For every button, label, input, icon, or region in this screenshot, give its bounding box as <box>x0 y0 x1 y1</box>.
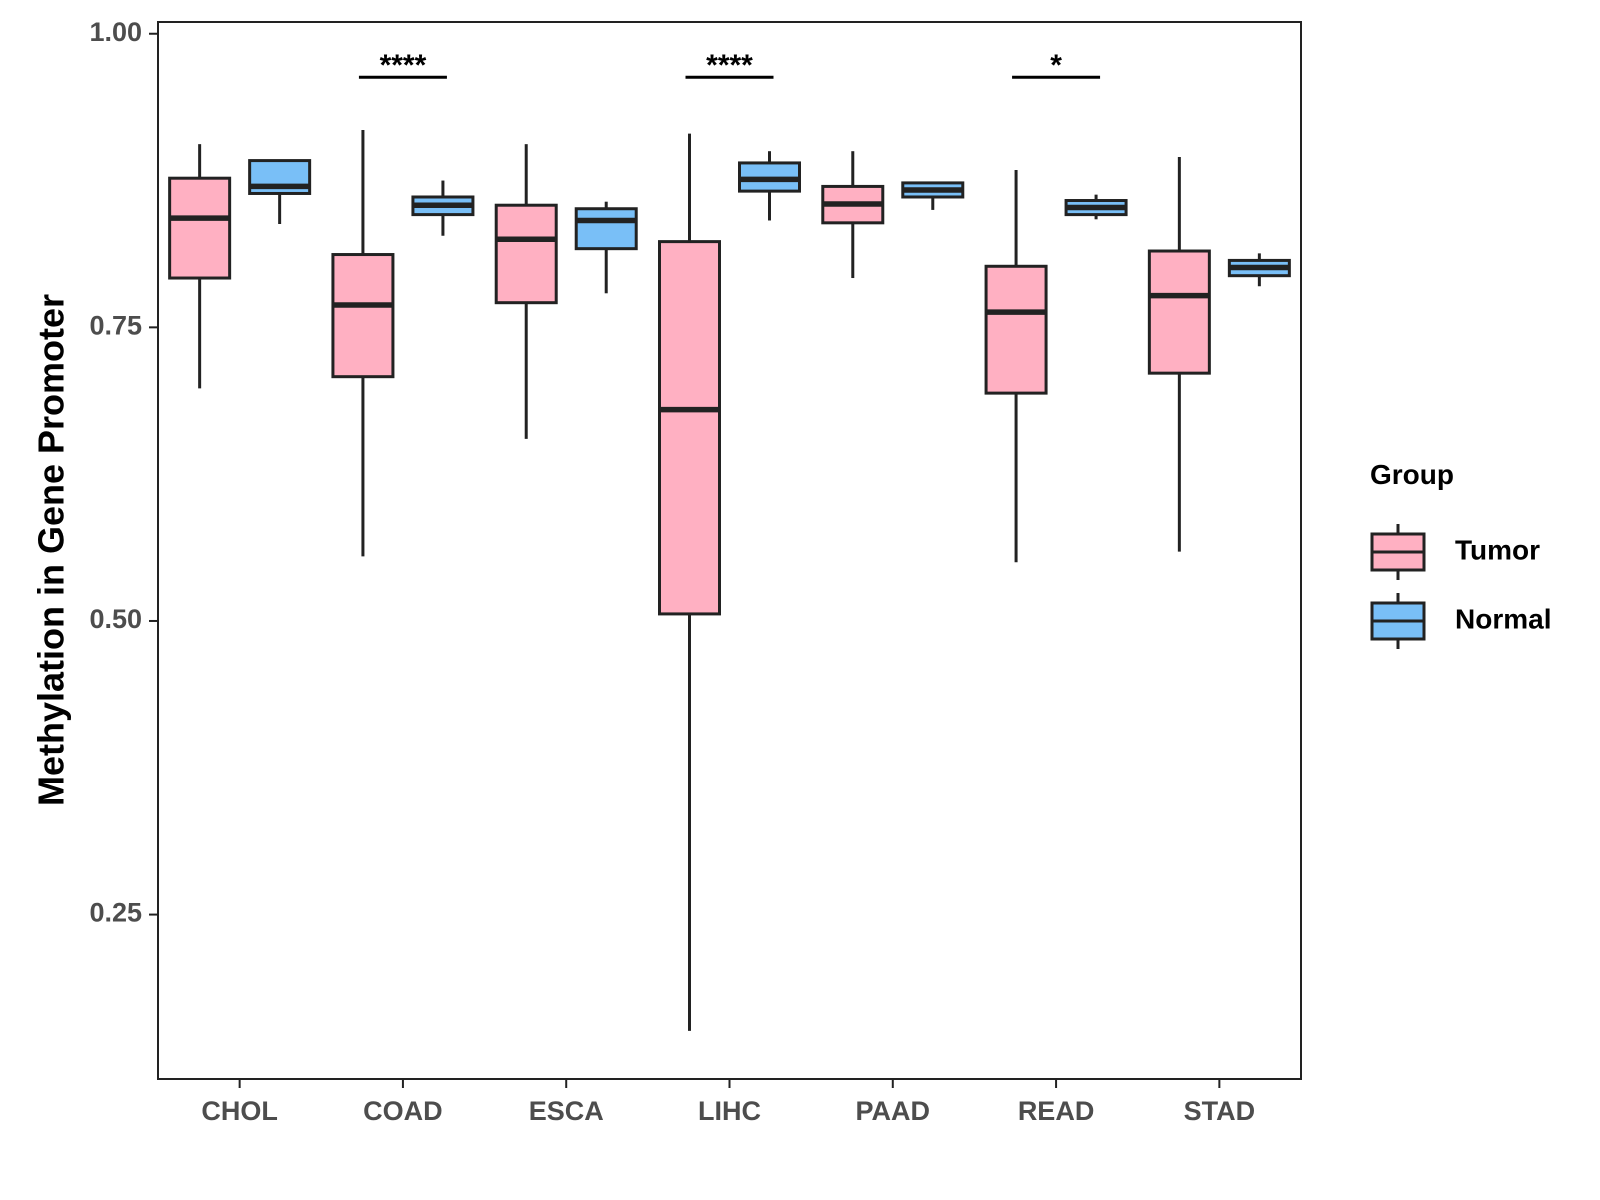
box-normal-stad <box>1227 253 1291 287</box>
x-axis: CHOL COAD ESCA LIHC PAAD READ STAD <box>201 1079 1255 1126</box>
box-normal-chol <box>248 159 312 225</box>
box-tumor-lihc <box>658 133 721 1031</box>
box-tumor-stad <box>1147 157 1211 552</box>
box-tumor-read <box>984 169 1048 563</box>
significance-read: * <box>1012 49 1101 82</box>
box-normal-read <box>1064 194 1128 220</box>
significance-annotations: **** **** * <box>358 49 1101 82</box>
legend-title: Group <box>1370 459 1454 490</box>
box-iqr <box>574 207 638 251</box>
significance-lihc: **** <box>685 49 774 82</box>
significance-coad: **** <box>358 49 447 82</box>
legend-key-tumor <box>1370 524 1426 580</box>
box-tumor-coad <box>331 130 395 557</box>
plot-area <box>168 130 1291 1031</box>
box-iqr <box>984 264 1048 395</box>
x-tick-label-esca: ESCA <box>529 1096 604 1126</box>
box-iqr <box>331 253 395 379</box>
box-tumor-chol <box>168 144 232 389</box>
box-tumor-paad <box>821 151 885 279</box>
y-axis: 0.25 0.50 0.75 1.00 <box>89 17 158 928</box>
x-tick-label-stad: STAD <box>1184 1096 1256 1126</box>
y-tick-label: 0.25 <box>89 898 142 928</box>
y-tick-label: 0.50 <box>89 604 142 634</box>
panel-border <box>157 21 1302 1080</box>
box-iqr <box>1147 249 1211 375</box>
x-tick-label-paad: PAAD <box>856 1096 931 1126</box>
box-iqr <box>658 240 721 616</box>
legend-key-normal <box>1370 593 1426 649</box>
box-iqr <box>494 203 558 305</box>
y-tick-label: 0.75 <box>89 310 142 340</box>
x-tick-label-read: READ <box>1018 1096 1095 1126</box>
box-normal-esca <box>574 201 638 294</box>
box-normal-lihc <box>738 151 801 221</box>
box-iqr <box>168 176 232 280</box>
legend: Group Tumor Normal <box>1370 459 1551 649</box>
box-normal-coad <box>411 180 475 236</box>
y-tick-label: 1.00 <box>89 17 142 47</box>
significance-label: **** <box>380 49 427 82</box>
legend-label-tumor: Tumor <box>1455 534 1540 565</box>
y-axis-title: Methylation in Gene Promoter <box>31 294 72 806</box>
x-tick-label-lihc: LIHC <box>698 1096 761 1126</box>
x-tick-label-chol: CHOL <box>201 1096 278 1126</box>
box-tumor-esca <box>494 144 558 439</box>
significance-label: **** <box>706 49 753 82</box>
legend-label-normal: Normal <box>1455 603 1551 634</box>
box-normal-paad <box>901 181 965 210</box>
x-tick-label-coad: COAD <box>363 1096 443 1126</box>
significance-label: * <box>1050 49 1062 82</box>
